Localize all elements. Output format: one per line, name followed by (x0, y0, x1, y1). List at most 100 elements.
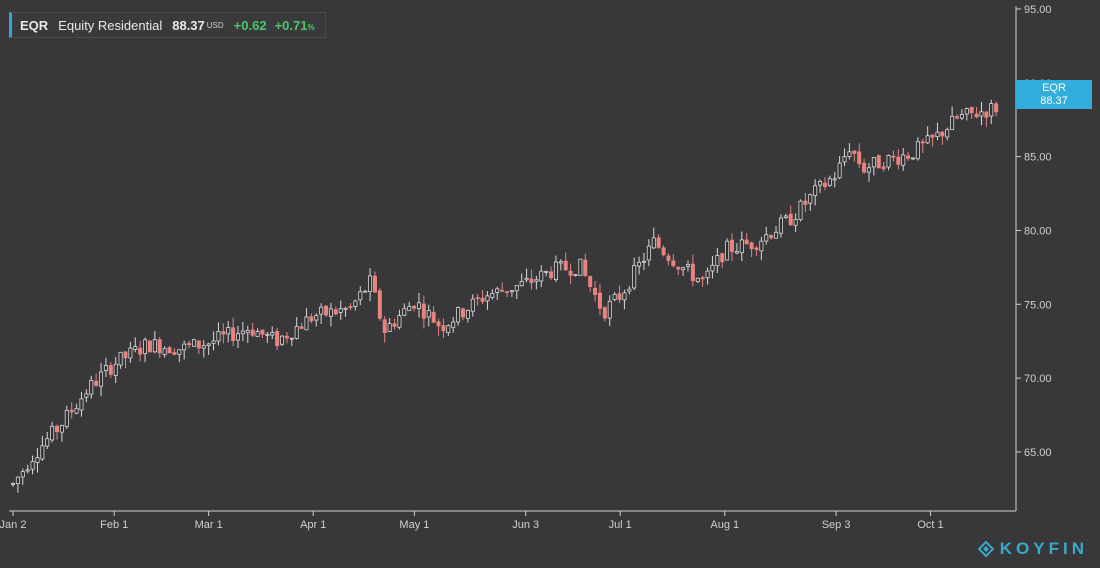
candle (152, 330, 157, 354)
candle (314, 313, 319, 327)
candle-body (407, 306, 412, 311)
candle (847, 143, 852, 160)
candle-body (666, 255, 671, 261)
candle (441, 318, 446, 339)
candle (969, 106, 974, 120)
candle-body (700, 277, 705, 280)
candle-body (294, 326, 299, 339)
candle (304, 308, 309, 331)
candle (446, 324, 451, 336)
legend-price: 88.37 (172, 17, 205, 33)
candle (84, 389, 89, 403)
candle-body (69, 409, 74, 413)
candle-body (226, 327, 231, 335)
candle-body (778, 217, 783, 234)
candle-body (974, 113, 979, 118)
candle (935, 122, 940, 141)
candle (671, 253, 676, 268)
candle-body (99, 371, 104, 387)
y-tick-label: 95.00 (1024, 4, 1052, 16)
candle-body (304, 316, 309, 331)
candle (191, 338, 196, 347)
candle-body (774, 231, 779, 239)
candle (402, 303, 407, 317)
candle-body (465, 310, 470, 319)
candle-body (847, 151, 852, 157)
candle-body (661, 247, 666, 256)
candle-body (50, 425, 55, 441)
candle-body (955, 116, 960, 119)
candle (358, 286, 363, 306)
koyfin-logo: KOYFIN (977, 539, 1088, 559)
candle (231, 317, 236, 347)
candle-body (910, 157, 915, 160)
candle-body (333, 309, 338, 315)
candle-body (969, 106, 974, 114)
candle-body (671, 260, 676, 267)
candle (940, 131, 945, 146)
candle (177, 349, 182, 363)
candle (333, 306, 338, 316)
candle (910, 157, 915, 161)
candle (876, 154, 881, 169)
candle-body (372, 275, 377, 293)
candle (842, 148, 847, 167)
candle (862, 158, 867, 174)
candle (397, 309, 402, 330)
candle-body (739, 239, 744, 254)
candle (260, 329, 265, 339)
candle-body (627, 288, 632, 292)
candle (959, 109, 964, 121)
y-tick-label: 75.00 (1024, 299, 1052, 311)
candle (544, 270, 549, 277)
candle-body (519, 281, 524, 287)
candle (289, 337, 294, 347)
candle-body (842, 156, 847, 163)
candle (64, 405, 69, 429)
candle (113, 357, 118, 384)
candle-body (514, 285, 519, 292)
koyfin-logo-icon (977, 541, 994, 557)
candle-body (35, 457, 40, 464)
candle-body (866, 167, 871, 173)
candle-body (813, 185, 818, 196)
candle-body (250, 329, 255, 336)
candle-body (152, 339, 157, 353)
candle (685, 260, 690, 272)
ticker-legend[interactable]: EQR Equity Residential 88.37 USD +0.62 +… (9, 12, 326, 38)
candle (157, 336, 162, 359)
candle-body (509, 290, 514, 293)
candle-body (490, 293, 495, 298)
candle (265, 331, 270, 344)
candle (906, 152, 911, 162)
candle (597, 283, 602, 316)
candle-body (143, 339, 148, 354)
candle-body (103, 365, 108, 371)
candle (416, 292, 421, 318)
candle (206, 342, 211, 355)
candle-body (730, 239, 735, 252)
candle (553, 255, 558, 283)
candle-body (206, 343, 211, 347)
y-tick-label: 70.00 (1024, 373, 1052, 385)
candle (480, 290, 485, 305)
price-tag-price: 88.37 (1040, 95, 1068, 107)
candle-body (397, 315, 402, 328)
candle (348, 303, 353, 311)
candle (651, 227, 656, 250)
candle-body (416, 302, 421, 309)
candle-body (270, 332, 275, 336)
candle (133, 337, 138, 353)
candle (578, 258, 583, 276)
candle-body (446, 325, 451, 333)
candle (94, 373, 99, 387)
candle-body (641, 260, 646, 263)
candle-body (475, 297, 480, 300)
candle (632, 257, 637, 291)
legend-change-percent: +0.71% (274, 17, 315, 33)
candle-body (460, 308, 465, 318)
candle-body (783, 215, 788, 218)
candle-body (211, 340, 216, 344)
